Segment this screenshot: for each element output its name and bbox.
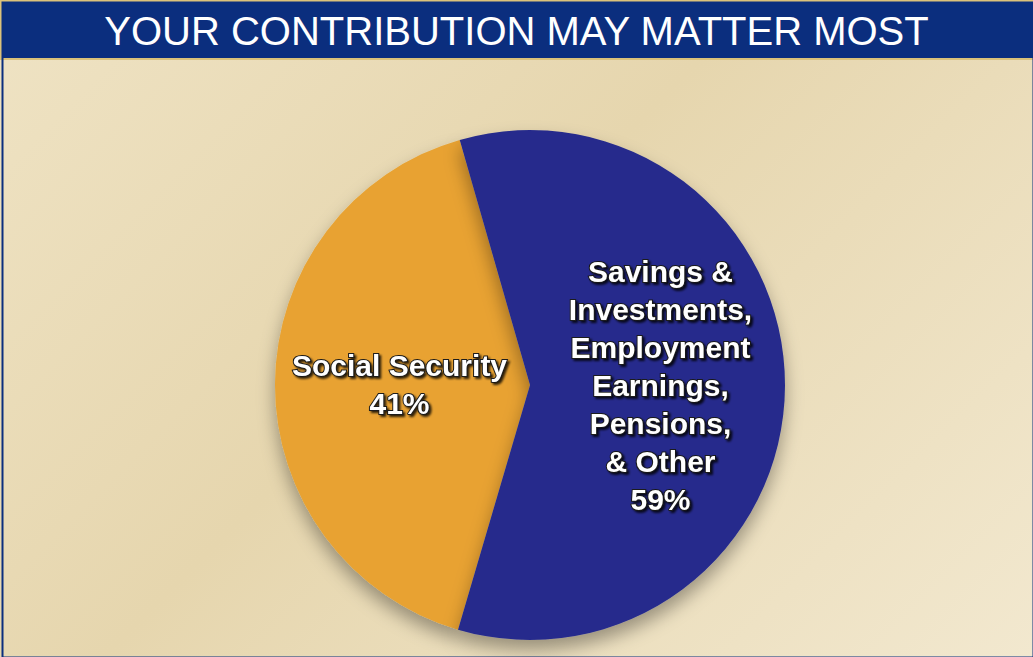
svg-text:Employment: Employment (570, 331, 750, 364)
svg-text:Investments,: Investments, (569, 293, 752, 326)
svg-text:Pensions,: Pensions, (590, 407, 732, 440)
svg-text:Earnings,: Earnings, (592, 369, 729, 402)
svg-text:59%: 59% (630, 483, 690, 516)
svg-text:Savings &: Savings & (588, 255, 733, 288)
svg-text:& Other: & Other (605, 445, 715, 478)
svg-text:Social Security: Social Security (292, 349, 507, 382)
svg-text:41%: 41% (369, 387, 429, 420)
svg-text:YOUR CONTRIBUTION MAY MATTER M: YOUR CONTRIBUTION MAY MATTER MOST (104, 9, 928, 53)
